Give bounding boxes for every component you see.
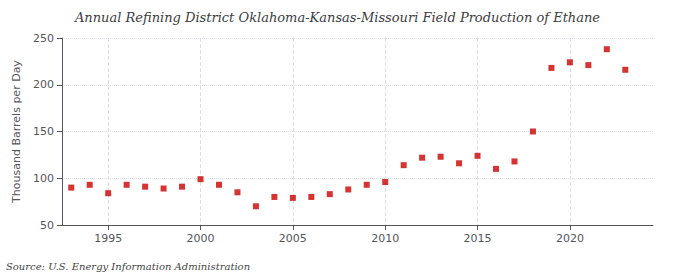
svg-text:Source: U.S. Energy Informatio: Source: U.S. Energy Information Administ… xyxy=(6,261,250,272)
svg-text:2005: 2005 xyxy=(279,232,307,245)
svg-text:2000: 2000 xyxy=(187,232,215,245)
svg-text:2015: 2015 xyxy=(464,232,492,245)
svg-text:100: 100 xyxy=(33,172,54,185)
svg-text:1995: 1995 xyxy=(94,232,122,245)
svg-text:150: 150 xyxy=(33,125,54,138)
svg-text:50: 50 xyxy=(40,219,54,232)
svg-text:Annual Refining District Oklah: Annual Refining District Oklahoma-Kansas… xyxy=(74,10,600,25)
svg-text:2010: 2010 xyxy=(371,232,399,245)
svg-text:200: 200 xyxy=(33,78,54,91)
svg-text:250: 250 xyxy=(33,32,54,45)
svg-text:2020: 2020 xyxy=(556,232,584,245)
svg-text:Thousand Barrels per Day: Thousand Barrels per Day xyxy=(10,60,23,204)
